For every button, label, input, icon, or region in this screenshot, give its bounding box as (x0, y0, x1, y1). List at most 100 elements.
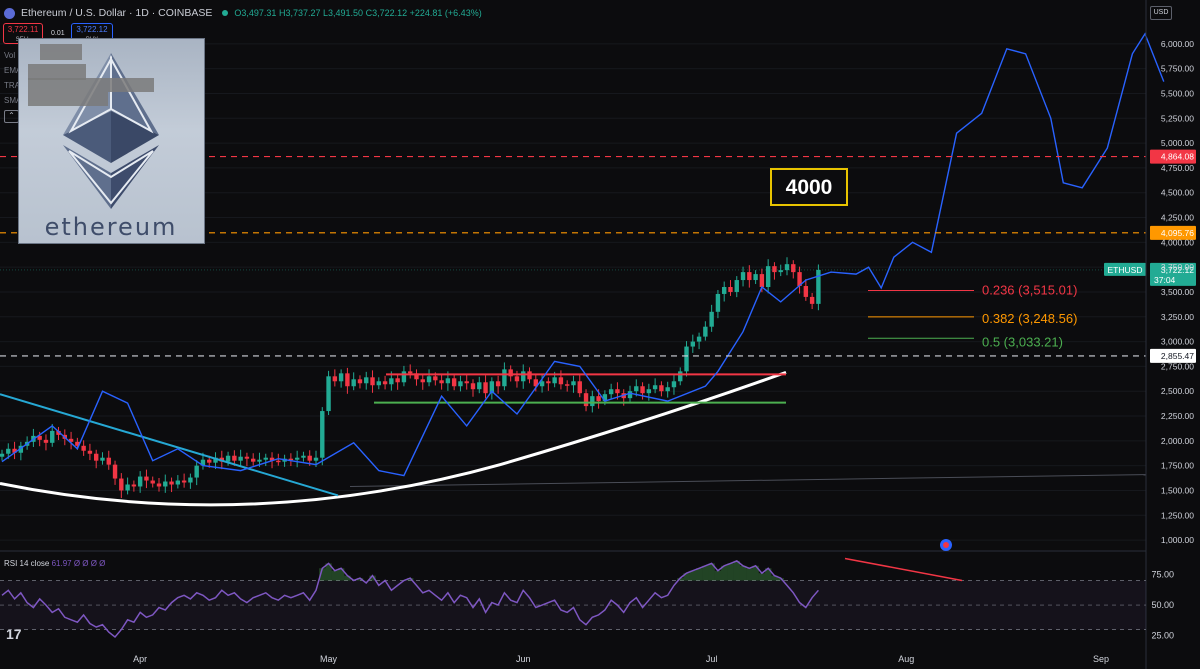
candle-body (640, 386, 645, 394)
candle-body (634, 386, 639, 392)
rsi-overbought-fill (739, 565, 747, 581)
candle-body (0, 453, 5, 457)
candle-body (6, 448, 11, 454)
rsi-overbought-fill (683, 573, 690, 581)
candle-body (765, 266, 771, 287)
price-level-label: 4,864.08 (1161, 152, 1194, 162)
chart-header: Ethereum / U.S. Dollar · 1D · COINBASE O… (4, 5, 482, 21)
candle-body (703, 326, 708, 337)
candle-body (803, 286, 809, 297)
candle-body (137, 476, 143, 487)
rsi-overbought-fill (369, 575, 376, 581)
current-price-tag: 3,722.12 (1161, 265, 1194, 275)
candle-body (75, 441, 80, 446)
sell-price: 3,722.11 (7, 25, 39, 34)
fib-level-label: 0.236 (3,515.01) (982, 282, 1077, 297)
candle-body (565, 384, 570, 386)
annotation-4000[interactable]: 4000 (770, 168, 848, 206)
x-tick-label: Aug (898, 654, 914, 664)
ohlc-readout: O3,497.31 H3,737.27 L3,491.50 C3,722.12 … (234, 8, 481, 18)
cup-curve (0, 370, 787, 507)
candle-body (508, 369, 513, 377)
logo-wordmark: ethereum (45, 213, 178, 241)
rsi-overbought-fill (752, 565, 759, 581)
indicator-vol[interactable]: Vol (4, 51, 16, 60)
candle-body (125, 484, 130, 491)
candle-body (87, 450, 93, 454)
indicator-ema[interactable]: EMA (4, 66, 22, 75)
candle-body (696, 336, 702, 342)
countdown-tag: 37:04 (1154, 275, 1176, 285)
tradingview-logo-icon[interactable]: 17 (6, 626, 22, 642)
candle-body (539, 381, 545, 387)
candle-body (269, 457, 275, 461)
indicator-tra[interactable]: TRA (4, 81, 20, 90)
candle-body (81, 445, 86, 451)
candle-body (740, 272, 746, 281)
candle-body (753, 274, 758, 281)
indicator-sma[interactable]: SMA (4, 96, 22, 105)
event-icon[interactable] (940, 539, 952, 551)
y-tick-label: 5,000.00 (1161, 138, 1194, 148)
candle-body (690, 341, 695, 347)
ethereum-diamond-icon: ethereum (45, 53, 178, 241)
candle-body (357, 379, 363, 384)
rsi-overbought-fill (695, 568, 703, 581)
candles (0, 257, 821, 498)
y-tick-label: 4,250.00 (1161, 213, 1194, 223)
candle-body (546, 381, 551, 384)
symbol-tag-bg (1104, 262, 1146, 276)
candle-body (112, 464, 118, 479)
forecast-line (1, 32, 1165, 477)
candle-body (389, 378, 394, 385)
candle-body (263, 457, 268, 460)
candle-body (232, 455, 237, 461)
candle-body (94, 453, 99, 461)
y-tick-label: 4,000.00 (1161, 237, 1194, 247)
spread-value: 0.01 (51, 30, 65, 37)
y-tick-label: 1,250.00 (1161, 510, 1194, 520)
annotation-text: 4000 (786, 176, 833, 199)
candle-body (571, 381, 576, 386)
candle-body (665, 387, 670, 392)
collapse-legend-button[interactable]: ⌃ (4, 110, 19, 123)
candle-body (345, 373, 350, 387)
candle-body (458, 381, 463, 387)
candle-body (106, 457, 111, 465)
candle-body (809, 296, 815, 304)
candle-body (652, 385, 658, 390)
y-tick-label: 3,500.00 (1161, 287, 1194, 297)
candle-body (408, 371, 413, 374)
candle-body (351, 379, 356, 387)
change-value: +224.81 (+6.43%) (409, 8, 482, 18)
rsi-legend[interactable]: RSI 14 close 61.97 Ø Ø Ø Ø (4, 559, 105, 568)
rsi-overbought-fill (344, 575, 351, 581)
symbol-title[interactable]: Ethereum / U.S. Dollar · 1D · COINBASE (21, 7, 213, 19)
redaction-box (40, 44, 82, 60)
y-tick-label: 1,000.00 (1161, 535, 1194, 545)
candle-body (200, 459, 206, 466)
candle-body (131, 484, 137, 487)
rsi-tick-label: 75.00 (1151, 569, 1174, 579)
symbol-tag: ETHUSD (1108, 265, 1143, 275)
candle-body (521, 371, 526, 382)
rsi-overbought-fill (677, 578, 684, 581)
currency-selector[interactable]: USD (1150, 6, 1172, 20)
y-tick-label: 2,000.00 (1161, 436, 1194, 446)
candle-body (778, 270, 783, 273)
y-tick-label: 1,750.00 (1161, 461, 1194, 471)
low-value: L3,491.50 (323, 8, 364, 18)
redaction-box (28, 78, 154, 92)
rsi-overbought-fill (727, 563, 734, 581)
candle-body (181, 480, 187, 483)
y-tick-label: 5,500.00 (1161, 88, 1194, 98)
candle-body (590, 396, 595, 407)
candle-body (213, 457, 218, 463)
candle-body (477, 382, 482, 390)
candle-body (307, 455, 312, 461)
open-value: O3,497.31 (234, 8, 277, 18)
candle-body (18, 445, 24, 453)
candle-body (301, 455, 306, 458)
candle-body (445, 378, 451, 384)
